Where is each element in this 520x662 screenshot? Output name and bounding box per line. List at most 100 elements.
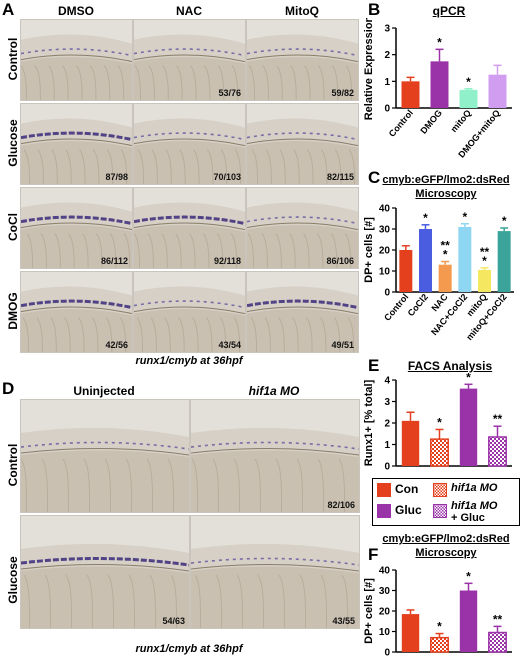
panel-a-image-r1-c1: 70/103: [133, 103, 246, 185]
legend-box: Con Gluc hif1a MO hif1a MO + Gluc: [372, 478, 520, 526]
chartC-bar-2: [438, 264, 452, 292]
chartF-bar-2: [459, 590, 478, 652]
panel-a-row-dmog: DMOG: [6, 292, 20, 330]
chartB-annotation-2-0: *: [466, 75, 471, 89]
panel-a-image-r2-c1: 92/118: [133, 187, 246, 269]
panel-c-title-line2: Microscopy: [415, 188, 477, 200]
chartF-ytick-label-10: 10: [379, 627, 391, 638]
chartC-annotation-4-1: *: [482, 254, 487, 268]
legend-swatch-gluc: [377, 504, 391, 518]
chartE-bar-2: [459, 388, 478, 466]
panel-a-letter: A: [2, 0, 15, 19]
chartE-ytick-label-3: 3: [384, 397, 390, 408]
chartF-annotation-2-0: *: [466, 569, 471, 583]
chartB-bar-1: [430, 61, 449, 108]
chartF-bar-3: [488, 631, 507, 653]
panel-f-title-line1: cmyb:eGFP/lmo2:dsRed: [382, 533, 510, 545]
panel-a-caption: runx1/cmyb at 36hpf: [135, 355, 243, 367]
chartF-annotation-3-0: **: [493, 612, 503, 626]
chartE-annotation-1-0: *: [437, 415, 442, 429]
panel-d-count-r1-c1: 43/55: [332, 616, 355, 626]
chartC-ylabel: DP+ cells [#]: [363, 217, 375, 283]
panel-a-count-r3-c0: 42/56: [105, 340, 128, 350]
chartE-ytick-label-1: 1: [384, 440, 390, 451]
panel-a-row-cocl: CoCl: [6, 213, 20, 241]
panel-d-row-glucose: Glucose: [6, 556, 20, 604]
chartF-ylabel: DP+ cells [#]: [363, 578, 375, 644]
chartC-annotation-4-0: **: [480, 245, 490, 259]
panel-a-count-r1-c0: 87/98: [105, 172, 128, 182]
panel-a-image-r2-c2: 86/106: [246, 187, 359, 269]
panel-d-letter: D: [2, 379, 15, 398]
panel-d-count-r1-c0: 54/63: [162, 616, 185, 626]
legend-swatch-con: [377, 483, 391, 497]
panel-d-col-hif1a-mo: hif1a MO: [248, 384, 300, 398]
panel-b-title: qPCR: [432, 4, 466, 18]
chartB-ytick-label-3: 3: [384, 24, 390, 35]
chartB-annotation-1-0: *: [437, 35, 442, 49]
panel-e-letter: E: [368, 356, 380, 375]
panel-a-image-r3-c2: 49/51: [246, 271, 359, 353]
chartE-bar-0: [401, 420, 420, 466]
chartC-xtick-label-1: CoCl2: [406, 292, 430, 318]
panel-a-count-r3-c1: 43/54: [218, 340, 241, 350]
chartC-bar-1: [419, 229, 432, 292]
panel-a-row-glucose: Glucose: [6, 119, 20, 167]
panel-a-image-r0-c2: 59/82: [246, 19, 359, 101]
panel-b-letter: B: [368, 0, 381, 19]
panel-a-col-mitoq: MitoQ: [285, 4, 319, 18]
panel-a-image-r1-c0: 87/98: [20, 103, 133, 185]
panel-a-col-dmso: DMSO: [58, 4, 94, 18]
legend-label-hif1a-mo-gluc-line2: + Gluc: [451, 512, 485, 524]
chartC-ytick-label-40: 40: [379, 204, 391, 215]
panel-a-image-r1-c2: 82/115: [246, 103, 359, 185]
chartE-annotation-3-0: **: [493, 412, 503, 426]
chartB-ylabel: Relative Expression: [363, 18, 375, 120]
legend-label-hif1a-mo-gluc-line1: hif1a MO: [451, 500, 498, 512]
panel-d-row-control: Control: [6, 443, 20, 487]
chartE-bar-1: [430, 438, 449, 467]
chartC-annotation-1-0: *: [423, 211, 428, 225]
panel-d-image-r1-c0: 54/63: [20, 515, 190, 629]
chartC-ytick-label-0: 0: [384, 288, 390, 299]
panel-a-count-r2-c1: 92/118: [213, 256, 241, 266]
chartF-ytick-label-30: 30: [379, 586, 391, 597]
chartC-annotation-2-0: **: [440, 239, 450, 253]
legend-swatch-hif1a-mo-gluc: [433, 504, 447, 518]
panel-a-col-nac: NAC: [176, 4, 202, 18]
panel-a-count-r1-c1: 70/103: [213, 172, 241, 182]
legend-swatch-hif1a-mo: [433, 483, 447, 497]
panel-e-title: FACS Analysis: [407, 359, 493, 373]
panel-d-image-r0-c1: 82/106: [190, 399, 360, 513]
chartE-annotation-2-0: *: [466, 370, 471, 384]
chartC-ytick-label-30: 30: [379, 225, 391, 236]
chartF-ytick-label-40: 40: [379, 566, 391, 577]
panel-a-image-r0-c0: [20, 19, 133, 101]
panel-d-count-r0-c1: 82/106: [327, 500, 355, 510]
panel-d-image-r0-c0: [20, 399, 190, 513]
panel-a-image-r0-c1: 53/76: [133, 19, 246, 101]
chartF-ytick-label-0: 0: [384, 648, 390, 659]
chartC-ytick-label-20: 20: [379, 246, 391, 257]
legend-label-gluc: Gluc: [395, 503, 422, 517]
chartB-xtick-label-2: mitoQ: [449, 108, 473, 134]
chartB-ytick-label-0: 0: [384, 104, 390, 115]
panel-a-count-r0-c2: 59/82: [331, 88, 354, 98]
chartC-ytick-label-10: 10: [379, 267, 391, 278]
chartE-ytick-label-2: 2: [384, 419, 390, 430]
panel-a-image-r3-c0: 42/56: [20, 271, 133, 353]
chartF-bar-1: [430, 636, 449, 653]
chartF-annotation-1-0: *: [437, 620, 442, 634]
chartC-bar-3: [458, 226, 472, 292]
legend-label-hif1a-mo: hif1a MO: [451, 482, 498, 494]
chartF-ytick-label-20: 20: [379, 607, 391, 618]
chartB-bar-2: [459, 89, 478, 108]
panel-a-image-r2-c0: 86/112: [20, 187, 133, 269]
chartB-bar-3: [488, 74, 507, 108]
panel-a-count-r1-c2: 82/115: [326, 172, 354, 182]
panel-a-count-r2-c2: 86/106: [326, 256, 354, 266]
panel-a-row-control: Control: [6, 37, 20, 81]
